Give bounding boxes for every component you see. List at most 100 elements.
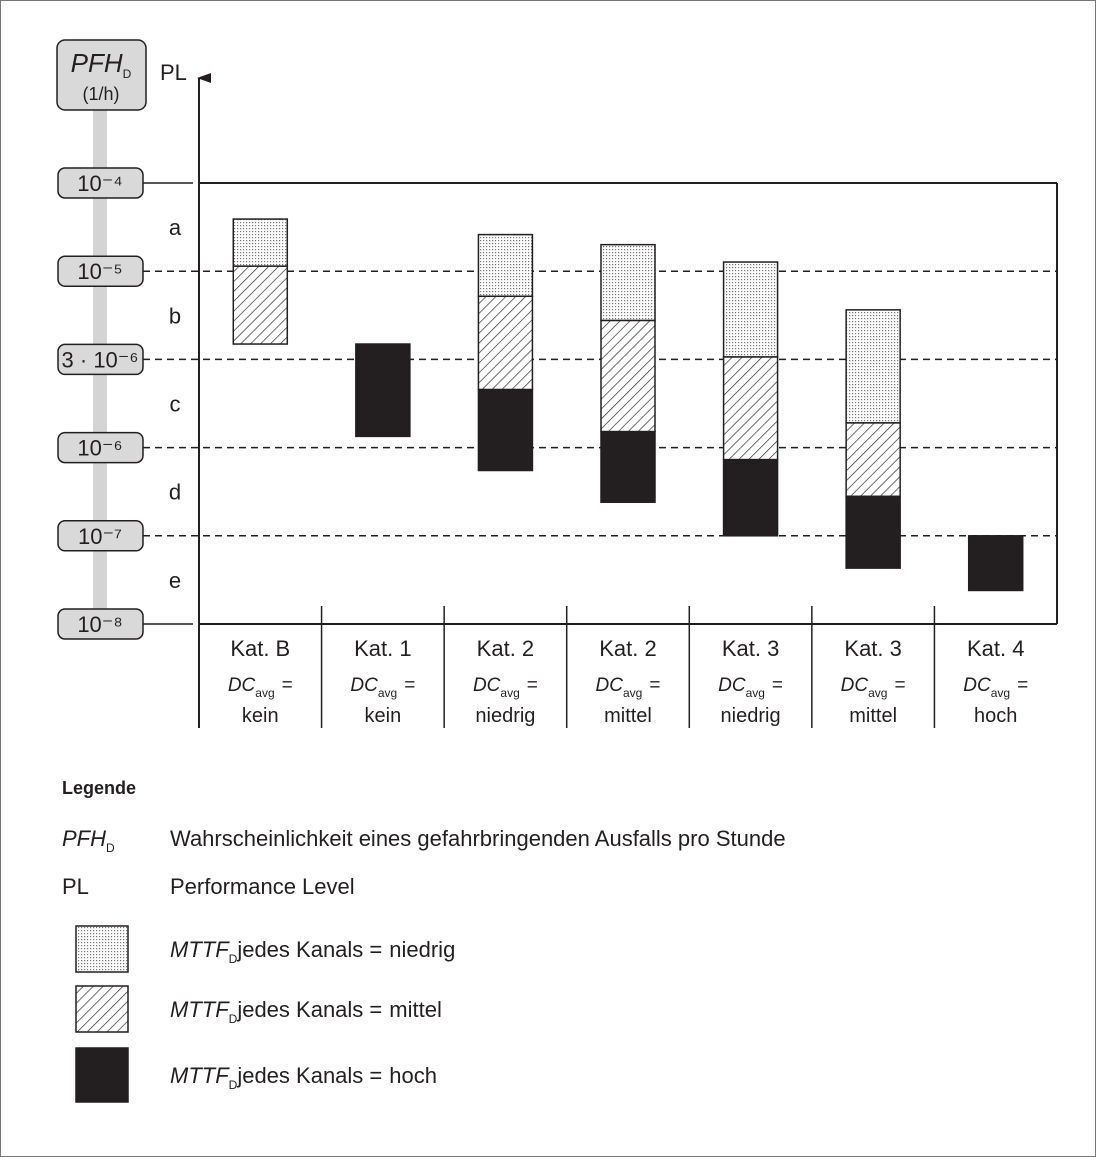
y-tick-label: 10⁻⁴	[77, 171, 123, 196]
tick-box	[57, 431, 144, 464]
bar-segment	[722, 458, 779, 537]
text-part: PL	[62, 874, 89, 899]
pl-title: PL	[160, 60, 187, 85]
bar-segment	[477, 295, 534, 391]
text-part: mittel	[389, 997, 442, 1022]
legend-swatch	[75, 925, 129, 973]
legend-swatch	[75, 985, 129, 1033]
bar-segment	[477, 233, 534, 298]
bar-segment	[967, 535, 1024, 592]
dc-label: DCavg =	[473, 675, 538, 700]
pl-level: c	[170, 392, 181, 417]
bar-segment	[600, 319, 656, 433]
x-tick-label: Kat. 3	[722, 636, 779, 661]
text-part: D	[229, 952, 238, 966]
text-part: =	[894, 675, 905, 696]
dc-value: niedrig	[721, 705, 781, 727]
pl-level: b	[169, 303, 181, 328]
bar-segment	[600, 243, 656, 322]
dc-value: kein	[365, 705, 402, 727]
dc-label: DCavg =	[718, 675, 783, 700]
text-part: =	[282, 675, 293, 696]
legend-text: Performance Level	[170, 874, 355, 899]
bar-segment	[722, 261, 779, 358]
pl-level: e	[169, 568, 181, 593]
y-tick-label: 10⁻⁶	[77, 436, 122, 461]
text-part: avg	[378, 686, 397, 700]
x-tick-label: Kat. 4	[967, 636, 1024, 661]
bar-segment	[600, 430, 656, 504]
x-tick-label: Kat. 2	[599, 636, 656, 661]
tick-box	[57, 167, 144, 199]
bar-segment	[477, 388, 534, 472]
text-part: avg	[623, 686, 642, 700]
legend-title: Legende	[62, 778, 136, 798]
text-part: PFH	[62, 826, 106, 851]
text-part: DC	[718, 675, 746, 696]
tick-box	[57, 255, 144, 287]
text-part: avg	[500, 686, 519, 700]
text-part: DC	[350, 675, 378, 696]
dc-label: DCavg =	[228, 675, 293, 700]
text-part: avg	[868, 686, 887, 700]
dc-label: DCavg =	[963, 675, 1028, 700]
text-part: =	[649, 675, 660, 696]
bar-segment	[722, 356, 779, 461]
dc-label: DCavg =	[841, 675, 906, 700]
legend-symbol: PL	[62, 874, 89, 899]
text-part: =	[404, 675, 415, 696]
legend-swatch	[75, 1047, 129, 1103]
legend-entry: MTTFDjedes Kanals = hoch	[170, 1063, 437, 1092]
text-part: jedes Kanals =	[236, 937, 382, 962]
dc-value: niedrig	[475, 705, 535, 727]
text-part: DC	[596, 675, 624, 696]
text-part: avg	[746, 686, 765, 700]
text-part: D	[123, 67, 132, 81]
text-part: D	[229, 1078, 238, 1092]
text-part: hoch	[389, 1063, 437, 1088]
legend-entry: MTTFDjedes Kanals = niedrig	[170, 937, 455, 966]
text-part: PFH	[71, 48, 123, 78]
y-title-box	[56, 39, 147, 111]
dc-label: DCavg =	[350, 675, 415, 700]
text-part: =	[1017, 675, 1028, 696]
text-part: avg	[991, 686, 1010, 700]
tick-box	[57, 608, 144, 640]
y-unit: (1/h)	[82, 84, 119, 104]
text-part: =	[527, 675, 538, 696]
text-part: DC	[473, 675, 501, 696]
y-tick-label: 3 · 10⁻⁶	[62, 347, 139, 372]
text-part: DC	[228, 675, 256, 696]
tick-box	[57, 520, 144, 552]
bar-segment	[845, 495, 901, 569]
dc-value: mittel	[604, 705, 652, 727]
dc-value: hoch	[974, 705, 1017, 727]
text-part: DC	[841, 675, 869, 696]
x-tick-label: Kat. 1	[354, 636, 411, 661]
y-tick-label: 10⁻⁷	[78, 524, 122, 549]
tick-box	[57, 343, 144, 376]
dc-value: mittel	[849, 705, 897, 727]
y-title: PFHD	[71, 48, 132, 81]
bar-segment	[355, 343, 411, 438]
x-tick-label: Kat. B	[230, 636, 290, 661]
y-tick-label: 10⁻⁵	[77, 259, 122, 284]
text-part: DC	[963, 675, 991, 696]
bar-segment	[232, 218, 289, 267]
text-part: =	[772, 675, 783, 696]
bar-segment	[845, 422, 901, 498]
pl-level: d	[169, 480, 181, 505]
text-part: niedrig	[389, 937, 455, 962]
legend-entry: MTTFDjedes Kanals = mittel	[170, 997, 442, 1026]
dc-value: kein	[242, 705, 279, 727]
legend-text: Wahrscheinlichkeit eines gefahrbringende…	[170, 826, 786, 851]
y-tick-label: 10⁻⁸	[77, 612, 122, 637]
bar-segment	[232, 265, 289, 345]
text-part: MTTF	[170, 1063, 230, 1088]
text-part: D	[229, 1012, 238, 1026]
legend-symbol: PFHD	[62, 826, 115, 855]
pl-level: a	[169, 215, 182, 240]
text-part: D	[106, 841, 115, 855]
